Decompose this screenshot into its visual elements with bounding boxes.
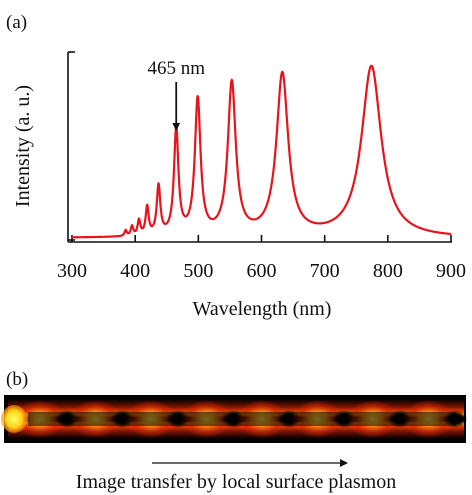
panel-b-label: (b) (6, 369, 28, 390)
x-tick-label: 600 (247, 260, 277, 282)
x-tick-label: 700 (310, 260, 340, 282)
panel-a-label: (a) (6, 12, 27, 33)
nanowire-body (28, 412, 456, 426)
x-ticks: 300 400 500 600 700 800 900 (57, 235, 466, 282)
spectrum-line (71, 64, 452, 239)
peak-annotation-label: 465 nm (147, 58, 205, 79)
x-tick-label: 400 (120, 260, 150, 282)
x-axis-label: Wavelength (nm) (193, 298, 332, 320)
y-axis-label: Intensity (a. u.) (12, 85, 34, 207)
x-tick-label: 500 (183, 260, 213, 282)
panel-b-caption: Image transfer by local surface plasmon (76, 471, 396, 493)
spectrum-plot: 300 400 500 600 700 800 900 Intensity (a. u.) … (12, 51, 466, 320)
x-tick-label: 900 (436, 260, 466, 282)
x-tick-label: 800 (373, 260, 403, 282)
x-tick-label: 300 (57, 260, 87, 282)
source-spot (1, 405, 27, 433)
near-field-image (1, 395, 468, 443)
